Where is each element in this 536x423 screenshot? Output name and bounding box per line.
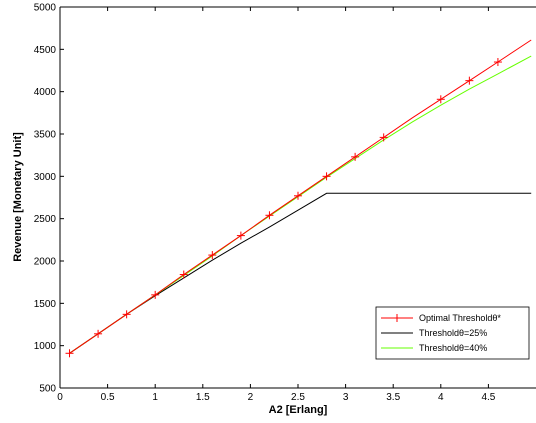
series-marker-optimal (122, 310, 131, 319)
series-marker-optimal (465, 76, 474, 85)
legend-entry-threshold-25: Thresholdθ=25% (381, 328, 487, 338)
x-tick-label: 0.5 (101, 392, 115, 403)
legend-entry-optimal: Optimal Thresholdθ* (381, 313, 501, 323)
y-tick-label: 2500 (34, 214, 57, 225)
x-tick-label: 2.5 (291, 392, 305, 403)
series-marker-optimal (65, 349, 74, 358)
y-axis-label: Revenue [Monetary Unit] (12, 132, 24, 262)
legend-entry-threshold-40: Thresholdθ=40% (381, 343, 487, 353)
legend-label-threshold-40: Thresholdθ=40% (419, 343, 487, 353)
series-marker-optimal (151, 290, 160, 299)
y-tick-label: 4500 (34, 45, 57, 56)
x-tick-label: 3.5 (386, 392, 400, 403)
series-marker-optimal (265, 211, 274, 220)
legend-label-optimal: Optimal Thresholdθ* (419, 313, 501, 323)
legend: Optimal Thresholdθ* Thresholdθ=25% Thres… (375, 306, 530, 360)
x-tick-label: 4.5 (481, 392, 495, 403)
series-marker-optimal (179, 270, 188, 279)
series-marker-optimal (322, 172, 331, 181)
x-ticks: 0 0.5 1 1.5 2 2.5 3 3.5 4 4.5 (57, 7, 496, 403)
y-tick-label: 500 (39, 384, 56, 395)
series-marker-optimal (379, 133, 388, 142)
x-axis-label: A2 [Erlang] (269, 404, 328, 416)
legend-label-threshold-25: Thresholdθ=25% (419, 328, 487, 338)
y-tick-label: 1000 (34, 341, 57, 352)
legend-marker-optimal (393, 314, 401, 322)
y-tick-label: 2000 (34, 257, 57, 268)
y-tick-label: 4000 (34, 87, 57, 98)
series-marker-optimal (236, 231, 245, 240)
y-tick-label: 1500 (34, 299, 57, 310)
series-marker-optimal (208, 251, 217, 260)
y-ticks: 500 1000 1500 2000 2500 3000 3500 4000 4500 5000 (34, 3, 64, 395)
series-layer (65, 39, 532, 358)
x-tick-label: 1 (152, 392, 158, 403)
series-marker-optimal (351, 152, 360, 161)
series-marker-optimal (294, 191, 302, 200)
y-tick-label: 3000 (34, 172, 57, 183)
x-tick-label: 2 (248, 392, 254, 403)
series-marker-optimal (94, 329, 103, 338)
y-tick-label: 5000 (34, 3, 57, 14)
series-marker-optimal (436, 95, 445, 104)
y-tick-label: 3500 (34, 130, 57, 141)
x-tick-label: 1.5 (196, 392, 210, 403)
x-tick-label: 0 (57, 392, 63, 403)
x-tick-label: 4 (438, 392, 444, 403)
x-tick-label: 3 (343, 392, 349, 403)
series-marker-optimal (493, 58, 502, 67)
